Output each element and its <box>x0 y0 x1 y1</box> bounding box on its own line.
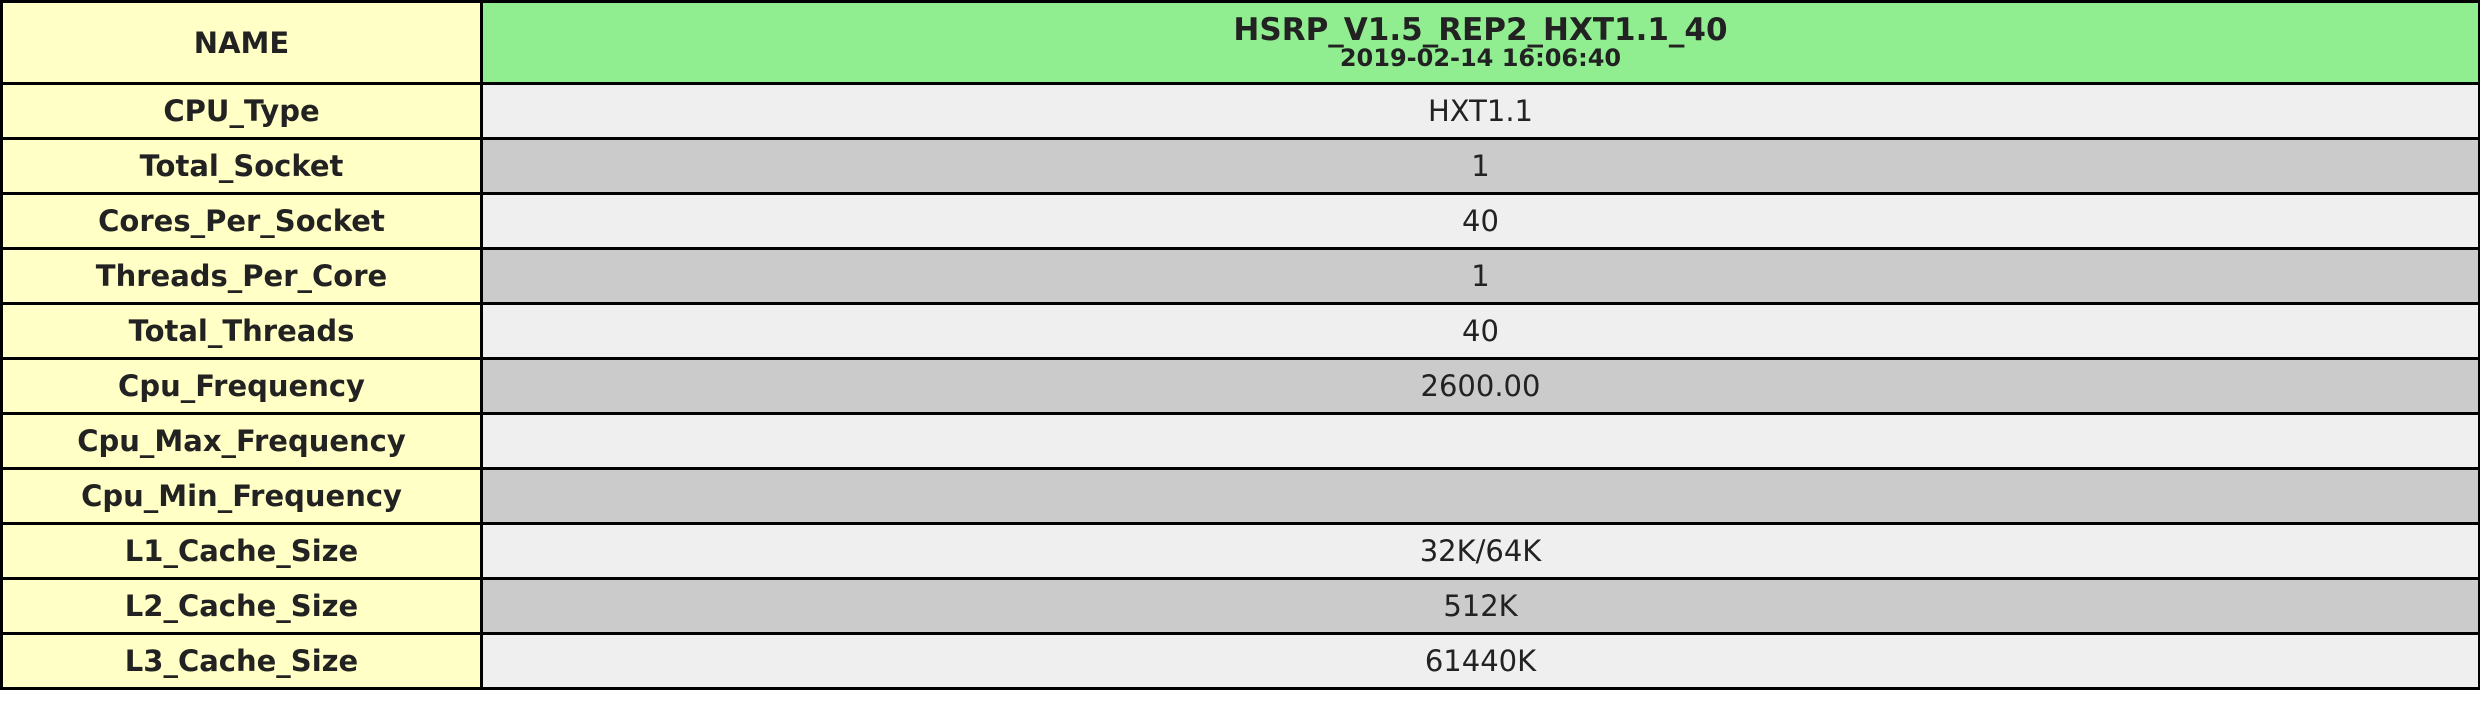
row-label: Cpu_Min_Frequency <box>0 467 483 525</box>
row-label: Cpu_Max_Frequency <box>0 412 483 470</box>
row-value: HXT1.1 <box>480 82 2480 140</box>
system-name: HSRP_V1.5_REP2_HXT1.1_40 <box>1233 11 1728 48</box>
row-label: Total_Threads <box>0 302 483 360</box>
row-label: Total_Socket <box>0 137 483 195</box>
row-value: 1 <box>480 247 2480 305</box>
table-row: Total_Socket 1 <box>0 137 2480 195</box>
table-row: Cpu_Frequency 2600.00 <box>0 357 2480 415</box>
name-header-cell: NAME <box>0 0 483 85</box>
table-row: Cpu_Min_Frequency <box>0 467 2480 525</box>
row-value: 40 <box>480 302 2480 360</box>
row-value: 512K <box>480 577 2480 635</box>
table-row: Total_Threads 40 <box>0 302 2480 360</box>
table-row: L1_Cache_Size 32K/64K <box>0 522 2480 580</box>
table-row: Threads_Per_Core 1 <box>0 247 2480 305</box>
timestamp: 2019-02-14 16:06:40 <box>1339 44 1622 73</box>
row-value: 32K/64K <box>480 522 2480 580</box>
row-value: 61440K <box>480 632 2480 690</box>
row-value: 1 <box>480 137 2480 195</box>
row-label: Cpu_Frequency <box>0 357 483 415</box>
table-row: Cores_Per_Socket 40 <box>0 192 2480 250</box>
system-header-cell: HSRP_V1.5_REP2_HXT1.1_40 2019-02-14 16:0… <box>480 0 2480 85</box>
system-info-table: NAME HSRP_V1.5_REP2_HXT1.1_40 2019-02-14… <box>0 0 2480 690</box>
table-row: CPU_Type HXT1.1 <box>0 82 2480 140</box>
row-label: Cores_Per_Socket <box>0 192 483 250</box>
header-row: NAME HSRP_V1.5_REP2_HXT1.1_40 2019-02-14… <box>0 0 2480 85</box>
table-row: L2_Cache_Size 512K <box>0 577 2480 635</box>
table-row: L3_Cache_Size 61440K <box>0 632 2480 690</box>
row-value: 40 <box>480 192 2480 250</box>
row-label: L1_Cache_Size <box>0 522 483 580</box>
row-value <box>480 467 2480 525</box>
row-label: Threads_Per_Core <box>0 247 483 305</box>
row-value <box>480 412 2480 470</box>
table-row: Cpu_Max_Frequency <box>0 412 2480 470</box>
row-value: 2600.00 <box>480 357 2480 415</box>
row-label: CPU_Type <box>0 82 483 140</box>
row-label: L2_Cache_Size <box>0 577 483 635</box>
row-label: L3_Cache_Size <box>0 632 483 690</box>
